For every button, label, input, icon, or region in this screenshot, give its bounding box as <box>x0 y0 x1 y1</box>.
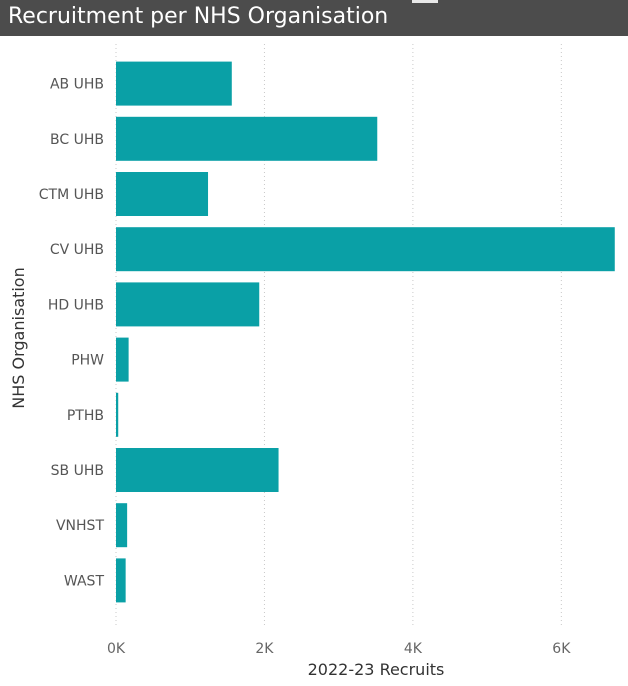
x-tick-label: 0K <box>107 641 126 657</box>
y-axis-title: NHS Organisation <box>9 267 28 408</box>
x-axis-title: 2022-23 Recruits <box>308 660 445 679</box>
bar <box>116 282 260 327</box>
bar <box>116 172 209 216</box>
y-tick-label: PHW <box>71 353 104 369</box>
bar <box>116 448 279 492</box>
chart-header: Recruitment per NHS Organisation <box>0 0 628 36</box>
y-tick-label: HD UHB <box>48 297 104 313</box>
y-tick-label: VNHST <box>56 518 104 534</box>
y-tick-label: CV UHB <box>50 242 104 258</box>
bar <box>116 116 378 161</box>
bar <box>116 337 129 382</box>
chart-title: Recruitment per NHS Organisation <box>8 4 389 29</box>
x-tick-label: 2K <box>255 641 274 657</box>
y-tick-label: WAST <box>64 573 105 589</box>
x-tick-label: 4K <box>404 641 423 657</box>
y-tick-label: CTM UHB <box>39 187 104 203</box>
header-accent <box>412 0 438 3</box>
bar <box>116 61 232 106</box>
bar <box>116 503 128 548</box>
x-tick-label: 6K <box>552 641 571 657</box>
y-tick-label: SB UHB <box>51 463 104 479</box>
y-tick-label: AB UHB <box>50 77 104 93</box>
bar <box>116 392 119 437</box>
bar <box>116 227 615 272</box>
bar <box>116 558 126 603</box>
y-tick-label: BC UHB <box>50 132 104 148</box>
y-tick-label: PTHB <box>67 408 104 424</box>
